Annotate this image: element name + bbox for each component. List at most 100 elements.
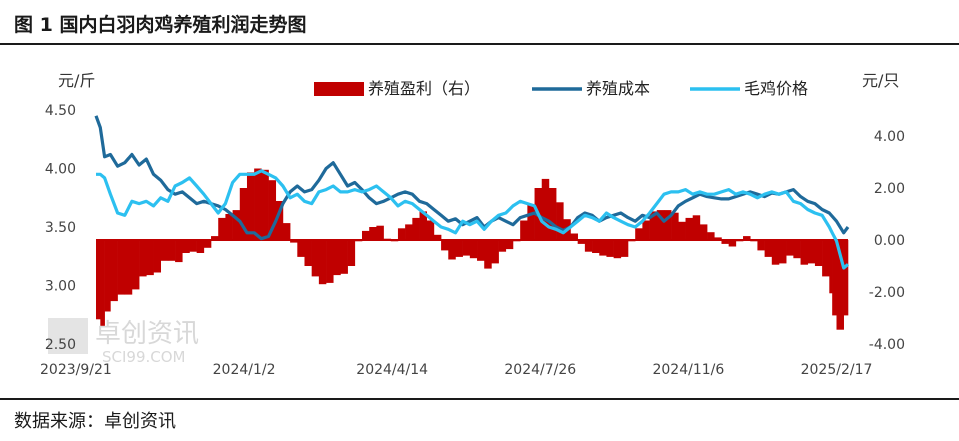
- profit-bar: [556, 202, 564, 240]
- profit-bar: [800, 240, 809, 265]
- price-line: [96, 169, 850, 270]
- profit-bar: [153, 240, 162, 273]
- profit-bar: [728, 240, 737, 247]
- profit-bar: [261, 169, 269, 240]
- profit-bar: [505, 240, 514, 250]
- profit-bar: [642, 220, 650, 240]
- source-rule: [0, 398, 959, 400]
- profit-bar: [369, 227, 377, 240]
- profit-bar: [189, 240, 197, 252]
- profit-bar: [318, 240, 327, 285]
- profit-bar: [347, 240, 356, 266]
- left-tick-label: 3.00: [45, 279, 76, 295]
- profit-bar: [311, 240, 320, 277]
- profit-bar: [786, 240, 794, 256]
- title-rule: [0, 43, 959, 45]
- profit-bar: [397, 228, 406, 240]
- profit-bar: [714, 237, 722, 240]
- profit-bar: [606, 240, 614, 257]
- profit-bar: [836, 240, 844, 330]
- profit-bar: [340, 240, 348, 274]
- left-tick-label: 4.50: [45, 103, 76, 119]
- profit-bar: [96, 240, 101, 320]
- profit-chart: 卓创资讯 SCI99.COM 元/斤 元/只 4.50 4.00 3.50 3.00 2.5…: [40, 71, 905, 378]
- profit-bar: [527, 204, 535, 240]
- profit-bar: [282, 223, 291, 240]
- legend-label-cost: 养殖成本: [586, 79, 650, 98]
- profit-bar: [829, 240, 833, 294]
- profit-bar: [146, 240, 154, 276]
- profit-bar: [757, 240, 765, 251]
- x-tick-label: 2024/4/14: [356, 362, 428, 378]
- right-axis-unit: 元/只: [862, 71, 899, 90]
- profit-bar: [211, 236, 219, 240]
- profit-bar: [685, 217, 694, 240]
- watermark: 卓创资讯 SCI99.COM: [48, 318, 199, 366]
- profit-bar: [584, 240, 593, 252]
- right-tick-label: 0.00: [874, 233, 905, 249]
- profit-bar: [699, 224, 708, 240]
- watermark-sub: SCI99.COM: [102, 348, 186, 366]
- profit-bar: [441, 240, 449, 251]
- right-tick-label: -2.00: [869, 285, 905, 301]
- profit-bar: [419, 211, 428, 240]
- profit-bar: [275, 201, 284, 240]
- profit-bar: [491, 240, 499, 264]
- profit-bar: [326, 240, 334, 283]
- x-tick-label: 2024/7/26: [504, 362, 576, 378]
- profit-bar: [405, 224, 413, 240]
- profit-bar: [333, 240, 341, 276]
- source-note: 数据来源：卓创资讯: [14, 411, 176, 432]
- legend: 养殖盈利（右） 养殖成本 毛鸡价格: [314, 79, 808, 98]
- right-tick-label: -4.00: [869, 337, 905, 353]
- profit-bar: [455, 240, 463, 257]
- profit-bar: [100, 240, 105, 326]
- profit-bar: [548, 188, 557, 240]
- profit-bar: [469, 240, 478, 259]
- profit-bar: [778, 240, 787, 264]
- profit-bar: [104, 240, 111, 312]
- series: [94, 115, 850, 330]
- title-bar: 图 1 国内白羽肉鸡养殖利润走势图: [0, 0, 959, 44]
- profit-bar: [376, 225, 384, 240]
- profit-bar: [570, 233, 578, 240]
- profit-bar: [246, 172, 255, 240]
- legend-label-profit: 养殖盈利（右）: [368, 79, 480, 98]
- profit-bar: [678, 221, 686, 240]
- x-tick-label: 2023/9/21: [40, 362, 112, 378]
- profit-bar: [663, 210, 672, 240]
- profit-bar: [290, 240, 298, 243]
- profit-bar: [692, 215, 701, 240]
- left-axis-unit: 元/斤: [58, 71, 95, 90]
- profit-bar: [671, 212, 679, 240]
- profit-bar: [448, 240, 456, 260]
- x-tick-label: 2024/11/6: [652, 362, 724, 378]
- cost-line: [94, 115, 850, 241]
- profit-bar: [239, 188, 248, 240]
- left-tick-label: 2.50: [45, 337, 76, 353]
- profit-bar: [175, 240, 183, 263]
- profit-bar: [268, 180, 277, 240]
- profit-bar: [484, 240, 492, 269]
- profit-bar: [592, 240, 600, 253]
- profit-bar: [577, 240, 586, 244]
- profit-bar: [218, 217, 226, 240]
- profit-bar: [110, 240, 118, 302]
- profit-bar: [203, 240, 212, 248]
- profit-bar: [297, 240, 305, 257]
- profit-bar: [433, 234, 442, 240]
- legend-label-price: 毛鸡价格: [744, 79, 808, 98]
- profit-bar: [498, 240, 507, 252]
- profit-bar: [160, 240, 169, 261]
- profit-bar: [412, 217, 420, 240]
- profit-bar: [304, 240, 312, 266]
- profit-bar: [362, 230, 370, 240]
- profit-bar: [541, 178, 550, 240]
- profit-bar: [721, 240, 729, 244]
- chart-title: 图 1 国内白羽肉鸡养殖利润走势图: [14, 14, 307, 36]
- watermark-main: 卓创资讯: [95, 319, 199, 349]
- profit-bar: [635, 228, 643, 240]
- profit-bar: [764, 240, 773, 257]
- profit-bar: [649, 211, 658, 240]
- profit-bar: [793, 240, 801, 259]
